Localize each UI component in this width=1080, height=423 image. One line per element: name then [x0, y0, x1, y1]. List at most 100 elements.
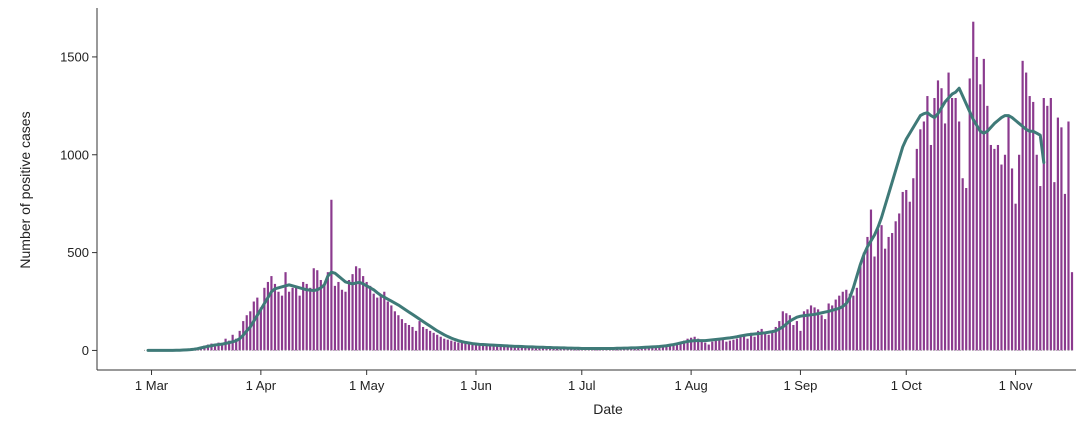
- case-bar: [256, 297, 259, 351]
- case-bar: [697, 338, 700, 351]
- case-bar: [711, 341, 714, 351]
- case-bar: [873, 256, 876, 351]
- case-bar: [496, 346, 499, 351]
- case-bar: [901, 191, 904, 351]
- case-bar: [1042, 98, 1045, 351]
- case-bar: [362, 276, 365, 351]
- case-bar: [485, 345, 488, 351]
- case-bar: [806, 309, 809, 351]
- case-bar: [316, 270, 319, 351]
- case-bar: [1007, 115, 1010, 351]
- case-bar: [421, 326, 425, 351]
- case-bar: [704, 342, 707, 351]
- x-tick-label: 1 Jun: [460, 378, 492, 393]
- case-bar: [651, 347, 654, 351]
- case-bar: [883, 248, 887, 351]
- case-bar: [1021, 60, 1024, 351]
- x-ticks: 1 Mar 1 Apr 1 May 1 Jun 1 Jul 1 Aug 1 Sep 1 Oct…: [135, 370, 1033, 393]
- case-bar: [700, 340, 703, 351]
- case-bar: [369, 285, 372, 351]
- case-bar: [1063, 193, 1067, 351]
- case-bar: [295, 285, 298, 351]
- case-bar: [943, 123, 947, 351]
- case-bar: [774, 326, 777, 351]
- case-bar: [979, 84, 982, 351]
- case-bar: [1014, 203, 1017, 351]
- case-bar: [742, 334, 746, 351]
- case-bar: [905, 189, 908, 351]
- case-bar: [464, 343, 467, 351]
- case-bar: [1000, 164, 1003, 351]
- case-bar: [1018, 154, 1021, 351]
- case-bar: [298, 295, 301, 351]
- case-bar: [1003, 154, 1007, 351]
- case-bar: [781, 311, 784, 351]
- case-bar: [407, 324, 411, 351]
- case-bar: [418, 321, 421, 351]
- case-bar: [443, 338, 446, 351]
- case-bar: [330, 199, 333, 351]
- case-bar: [506, 346, 509, 351]
- case-bar: [249, 311, 252, 351]
- case-bar: [379, 295, 382, 351]
- case-bar: [474, 344, 478, 351]
- y-tick-label: 500: [67, 245, 89, 260]
- case-bar: [989, 144, 992, 351]
- case-bar: [358, 268, 361, 351]
- case-bar: [936, 80, 940, 351]
- case-bar: [852, 295, 855, 351]
- case-bar: [827, 303, 830, 351]
- case-bar: [524, 347, 527, 351]
- case-bar: [453, 341, 456, 351]
- case-bar: [400, 319, 404, 351]
- case-bar: [534, 347, 538, 351]
- case-bar: [746, 338, 749, 351]
- case-bar: [714, 340, 717, 351]
- case-bar: [682, 340, 686, 351]
- case-bar: [926, 96, 929, 351]
- case-bar: [478, 345, 481, 351]
- case-bar: [986, 105, 989, 351]
- case-bar: [757, 330, 760, 351]
- x-tick-label: 1 May: [349, 378, 385, 393]
- case-bar: [266, 281, 270, 351]
- case-bar: [545, 347, 548, 351]
- case-bar: [640, 348, 643, 351]
- case-bar: [481, 345, 485, 351]
- case-bar: [831, 305, 834, 351]
- case-bar: [1025, 72, 1028, 351]
- case-bar: [354, 266, 358, 351]
- case-bar: [855, 287, 858, 351]
- y-tick-label: 1000: [60, 147, 89, 162]
- case-bar: [531, 347, 534, 351]
- case-bar: [213, 346, 217, 351]
- y-axis-title: Number of positive cases: [17, 111, 33, 268]
- case-bar: [1070, 272, 1074, 351]
- case-bar: [975, 56, 978, 351]
- case-bar: [383, 291, 386, 351]
- case-bar: [302, 281, 305, 351]
- case-bar: [425, 328, 428, 351]
- case-bar: [859, 264, 862, 351]
- case-bar: [816, 309, 820, 351]
- case-bar: [259, 307, 262, 351]
- case-bar: [365, 281, 368, 351]
- case-bar: [467, 343, 471, 351]
- case-bar: [749, 332, 753, 351]
- case-bar: [457, 342, 460, 351]
- case-bar: [721, 338, 724, 351]
- case-bar: [795, 321, 799, 351]
- case-bar: [238, 330, 241, 351]
- case-bar: [841, 291, 844, 351]
- x-tick-label: 1 Sep: [783, 378, 817, 393]
- moving-average-line: [146, 86, 1046, 352]
- case-bar: [1032, 101, 1035, 351]
- case-bar: [866, 236, 869, 351]
- case-bar: [753, 336, 756, 351]
- case-bar: [520, 347, 523, 351]
- case-bar: [446, 339, 449, 351]
- case-bar: [880, 225, 883, 351]
- case-bar: [277, 291, 280, 351]
- case-bar: [217, 342, 220, 351]
- case-bar: [993, 148, 996, 351]
